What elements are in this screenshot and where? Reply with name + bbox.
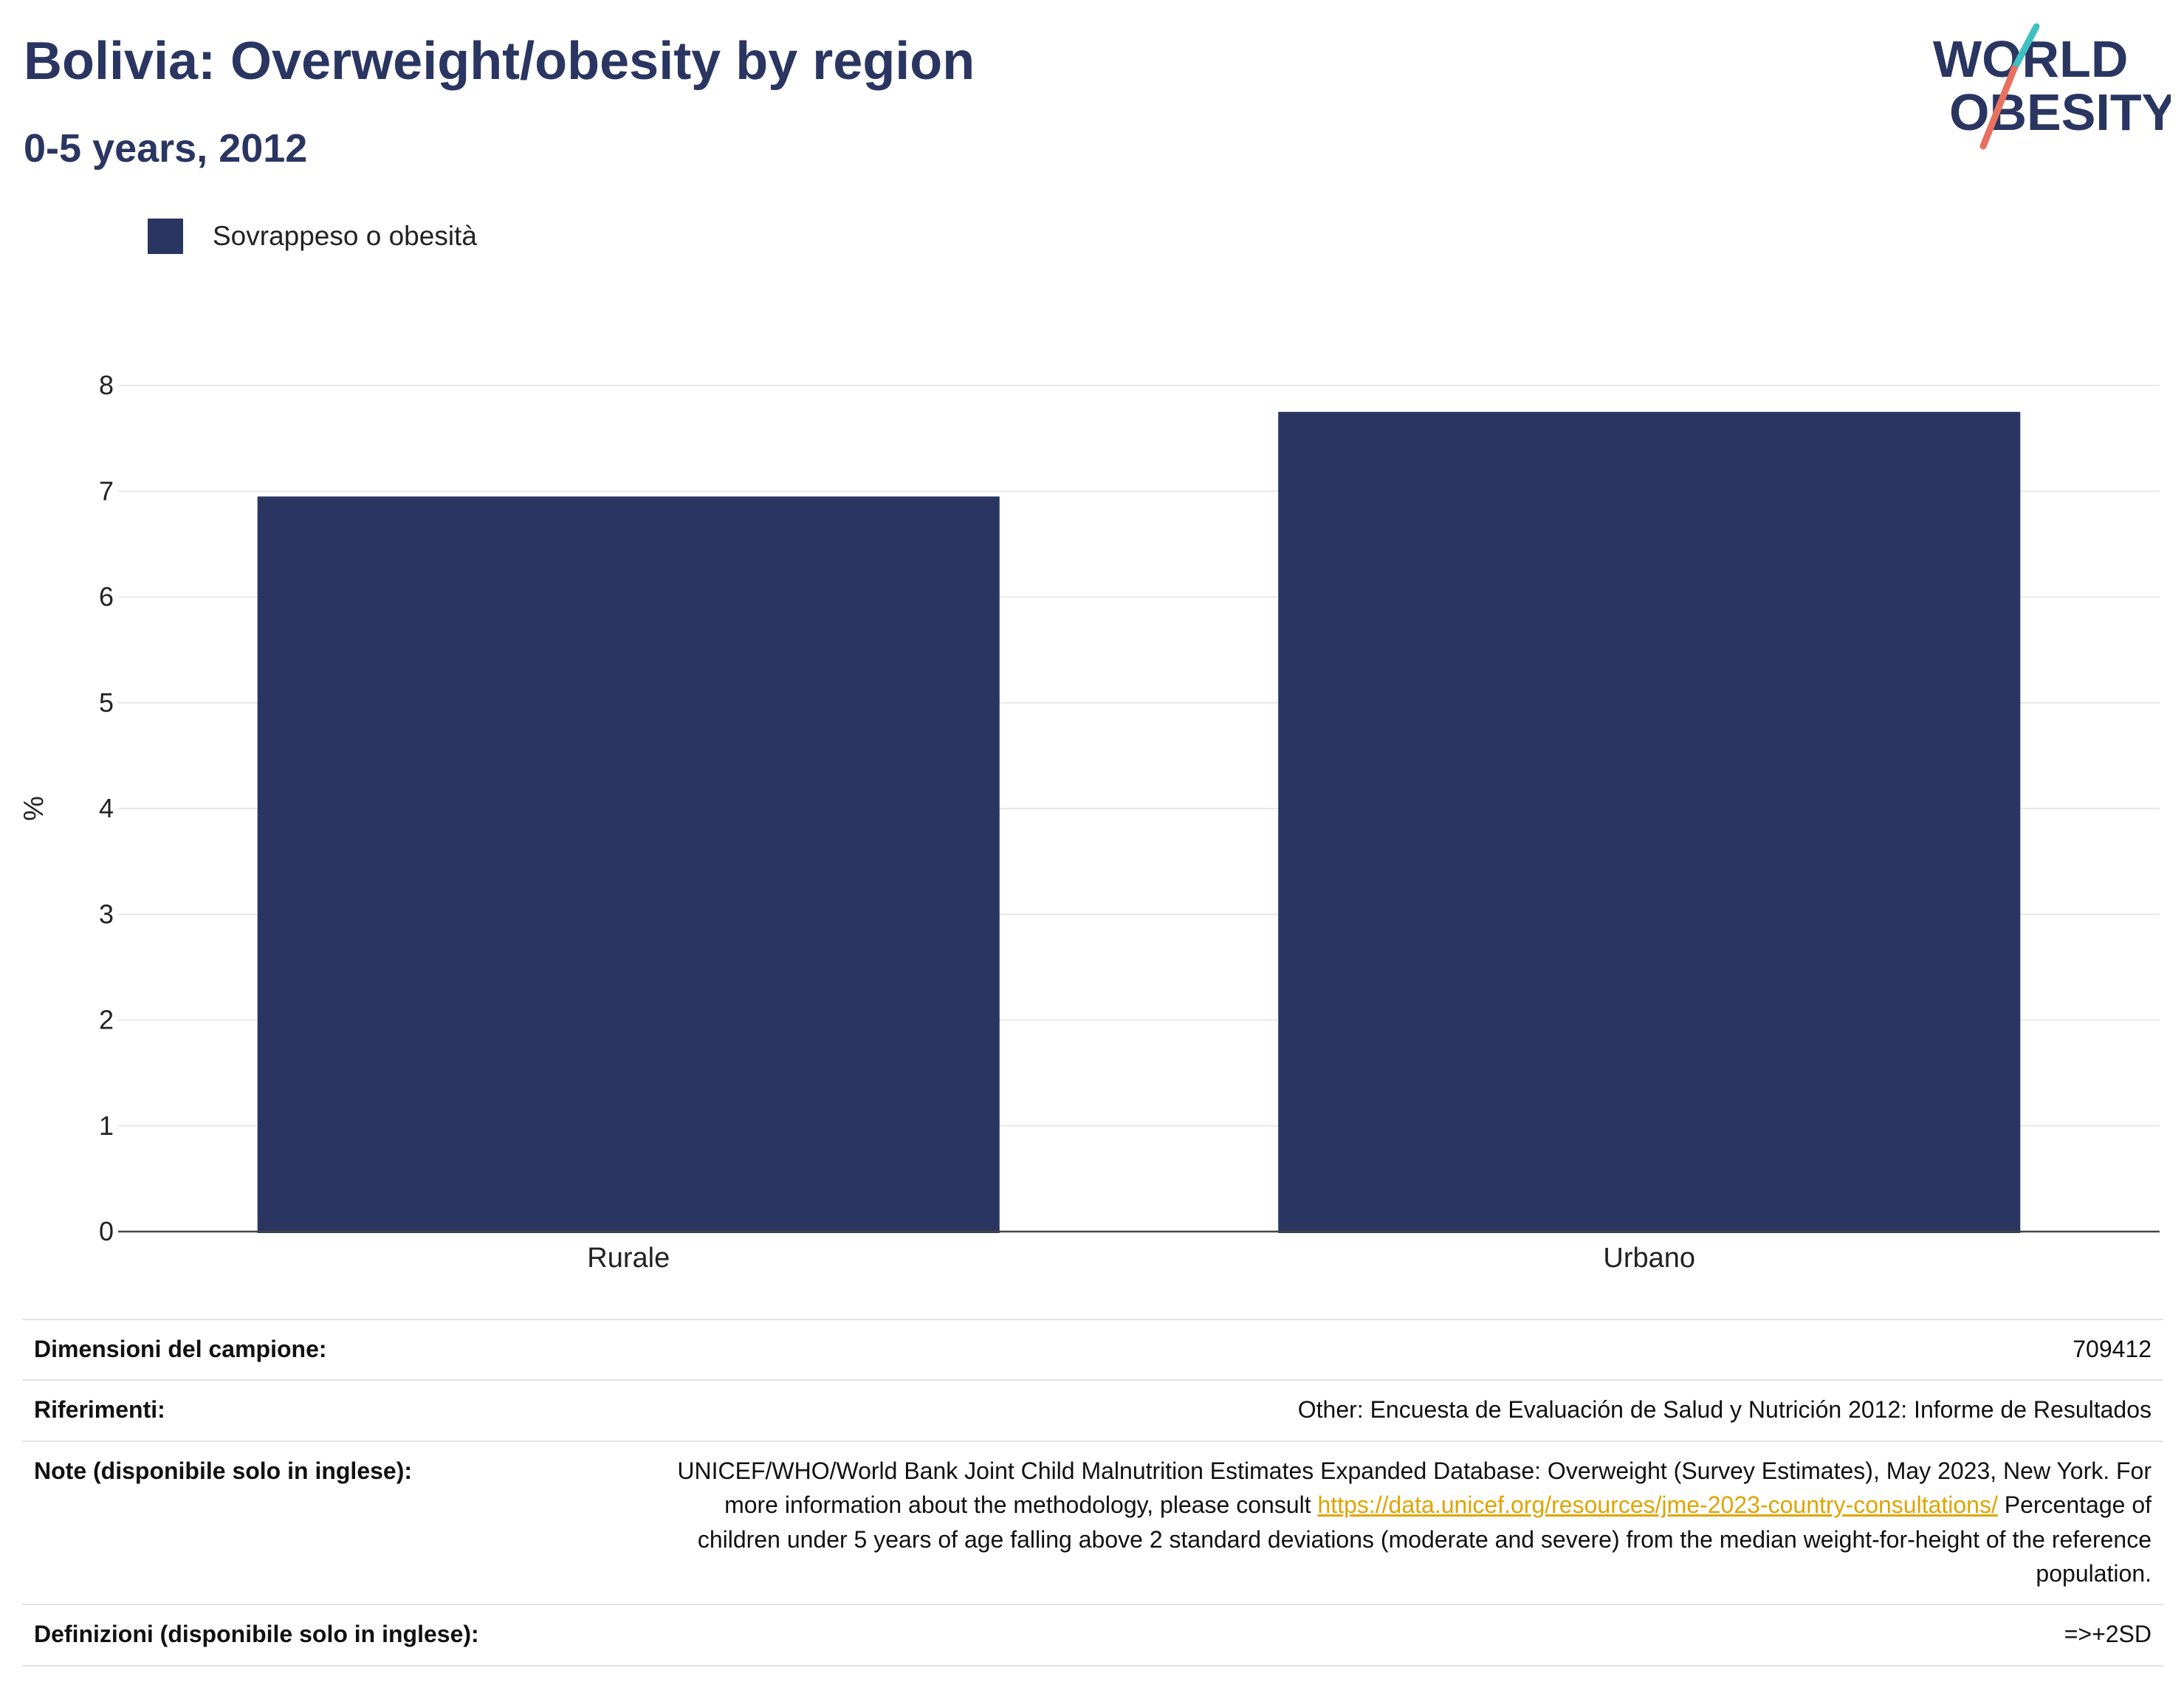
x-tick-label: Urbano <box>1603 1243 1695 1274</box>
meta-value: Other: Encuesta de Evaluación de Salud y… <box>636 1379 2163 1441</box>
chart-subtitle: 0-5 years, 2012 <box>24 126 308 171</box>
meta-row-references: Riferimenti: Other: Encuesta de Evaluaci… <box>22 1379 2163 1441</box>
logo-coral-stroke <box>1979 65 2018 150</box>
notes-text-pre: UNICEF/WHO/World Bank Joint Child Malnut… <box>677 1457 2152 1519</box>
notes-text-post: Percentage of children under 5 years of … <box>697 1491 2152 1587</box>
meta-row-notes: Note (disponibile solo in inglese): UNIC… <box>22 1440 2163 1605</box>
y-tick-label: 0 <box>99 1216 114 1246</box>
meta-label: Dimensioni del campione: <box>22 1318 636 1381</box>
y-tick-label: 8 <box>99 370 114 400</box>
meta-value: 709412 <box>636 1318 2163 1381</box>
meta-value: UNICEF/WHO/World Bank Joint Child Malnut… <box>636 1440 2163 1605</box>
bar-chart: 0 1 2 3 4 5 6 7 8% Rurale Urbano <box>18 370 2160 1274</box>
x-tick-label: Rurale <box>587 1243 670 1274</box>
y-tick-label: 4 <box>99 793 114 823</box>
y-tick-label: 2 <box>99 1005 114 1035</box>
methodology-link[interactable]: https://data.unicef.org/resources/jme-20… <box>1317 1491 1998 1519</box>
chart-title: Bolivia: Overweight/obesity by region <box>24 32 975 91</box>
chart-legend[interactable]: Sovrappeso o obesità <box>148 219 477 254</box>
meta-label: Definizioni (disponibile solo in inglese… <box>22 1604 636 1666</box>
legend-label: Sovrappeso o obesità <box>213 221 477 251</box>
bar-rurale <box>257 496 1000 1233</box>
meta-label: Riferimenti: <box>22 1379 636 1441</box>
meta-label: Note (disponibile solo in inglese): <box>22 1440 636 1605</box>
world-obesity-logo: WORLD OBESITY <box>1933 23 2171 150</box>
meta-row-sample-size: Dimensioni del campione: 709412 <box>22 1318 2163 1381</box>
y-tick-label: 6 <box>99 582 114 612</box>
meta-value: =>+2SD <box>636 1604 2163 1666</box>
y-tick-label: 3 <box>99 899 114 929</box>
logo-teal-stroke <box>2010 23 2040 72</box>
y-tick-label: 1 <box>99 1110 114 1141</box>
bar-urbano <box>1278 411 2021 1233</box>
y-tick-label: 5 <box>99 687 114 718</box>
logo-line2: OBESITY <box>1949 83 2171 141</box>
legend-swatch <box>148 219 183 254</box>
y-axis-title: % <box>18 796 49 821</box>
y-tick-label: 7 <box>99 476 114 506</box>
metadata-table: Dimensioni del campione: 709412 Riferime… <box>22 1318 2163 1666</box>
meta-row-definitions: Definizioni (disponibile solo in inglese… <box>22 1604 2163 1666</box>
